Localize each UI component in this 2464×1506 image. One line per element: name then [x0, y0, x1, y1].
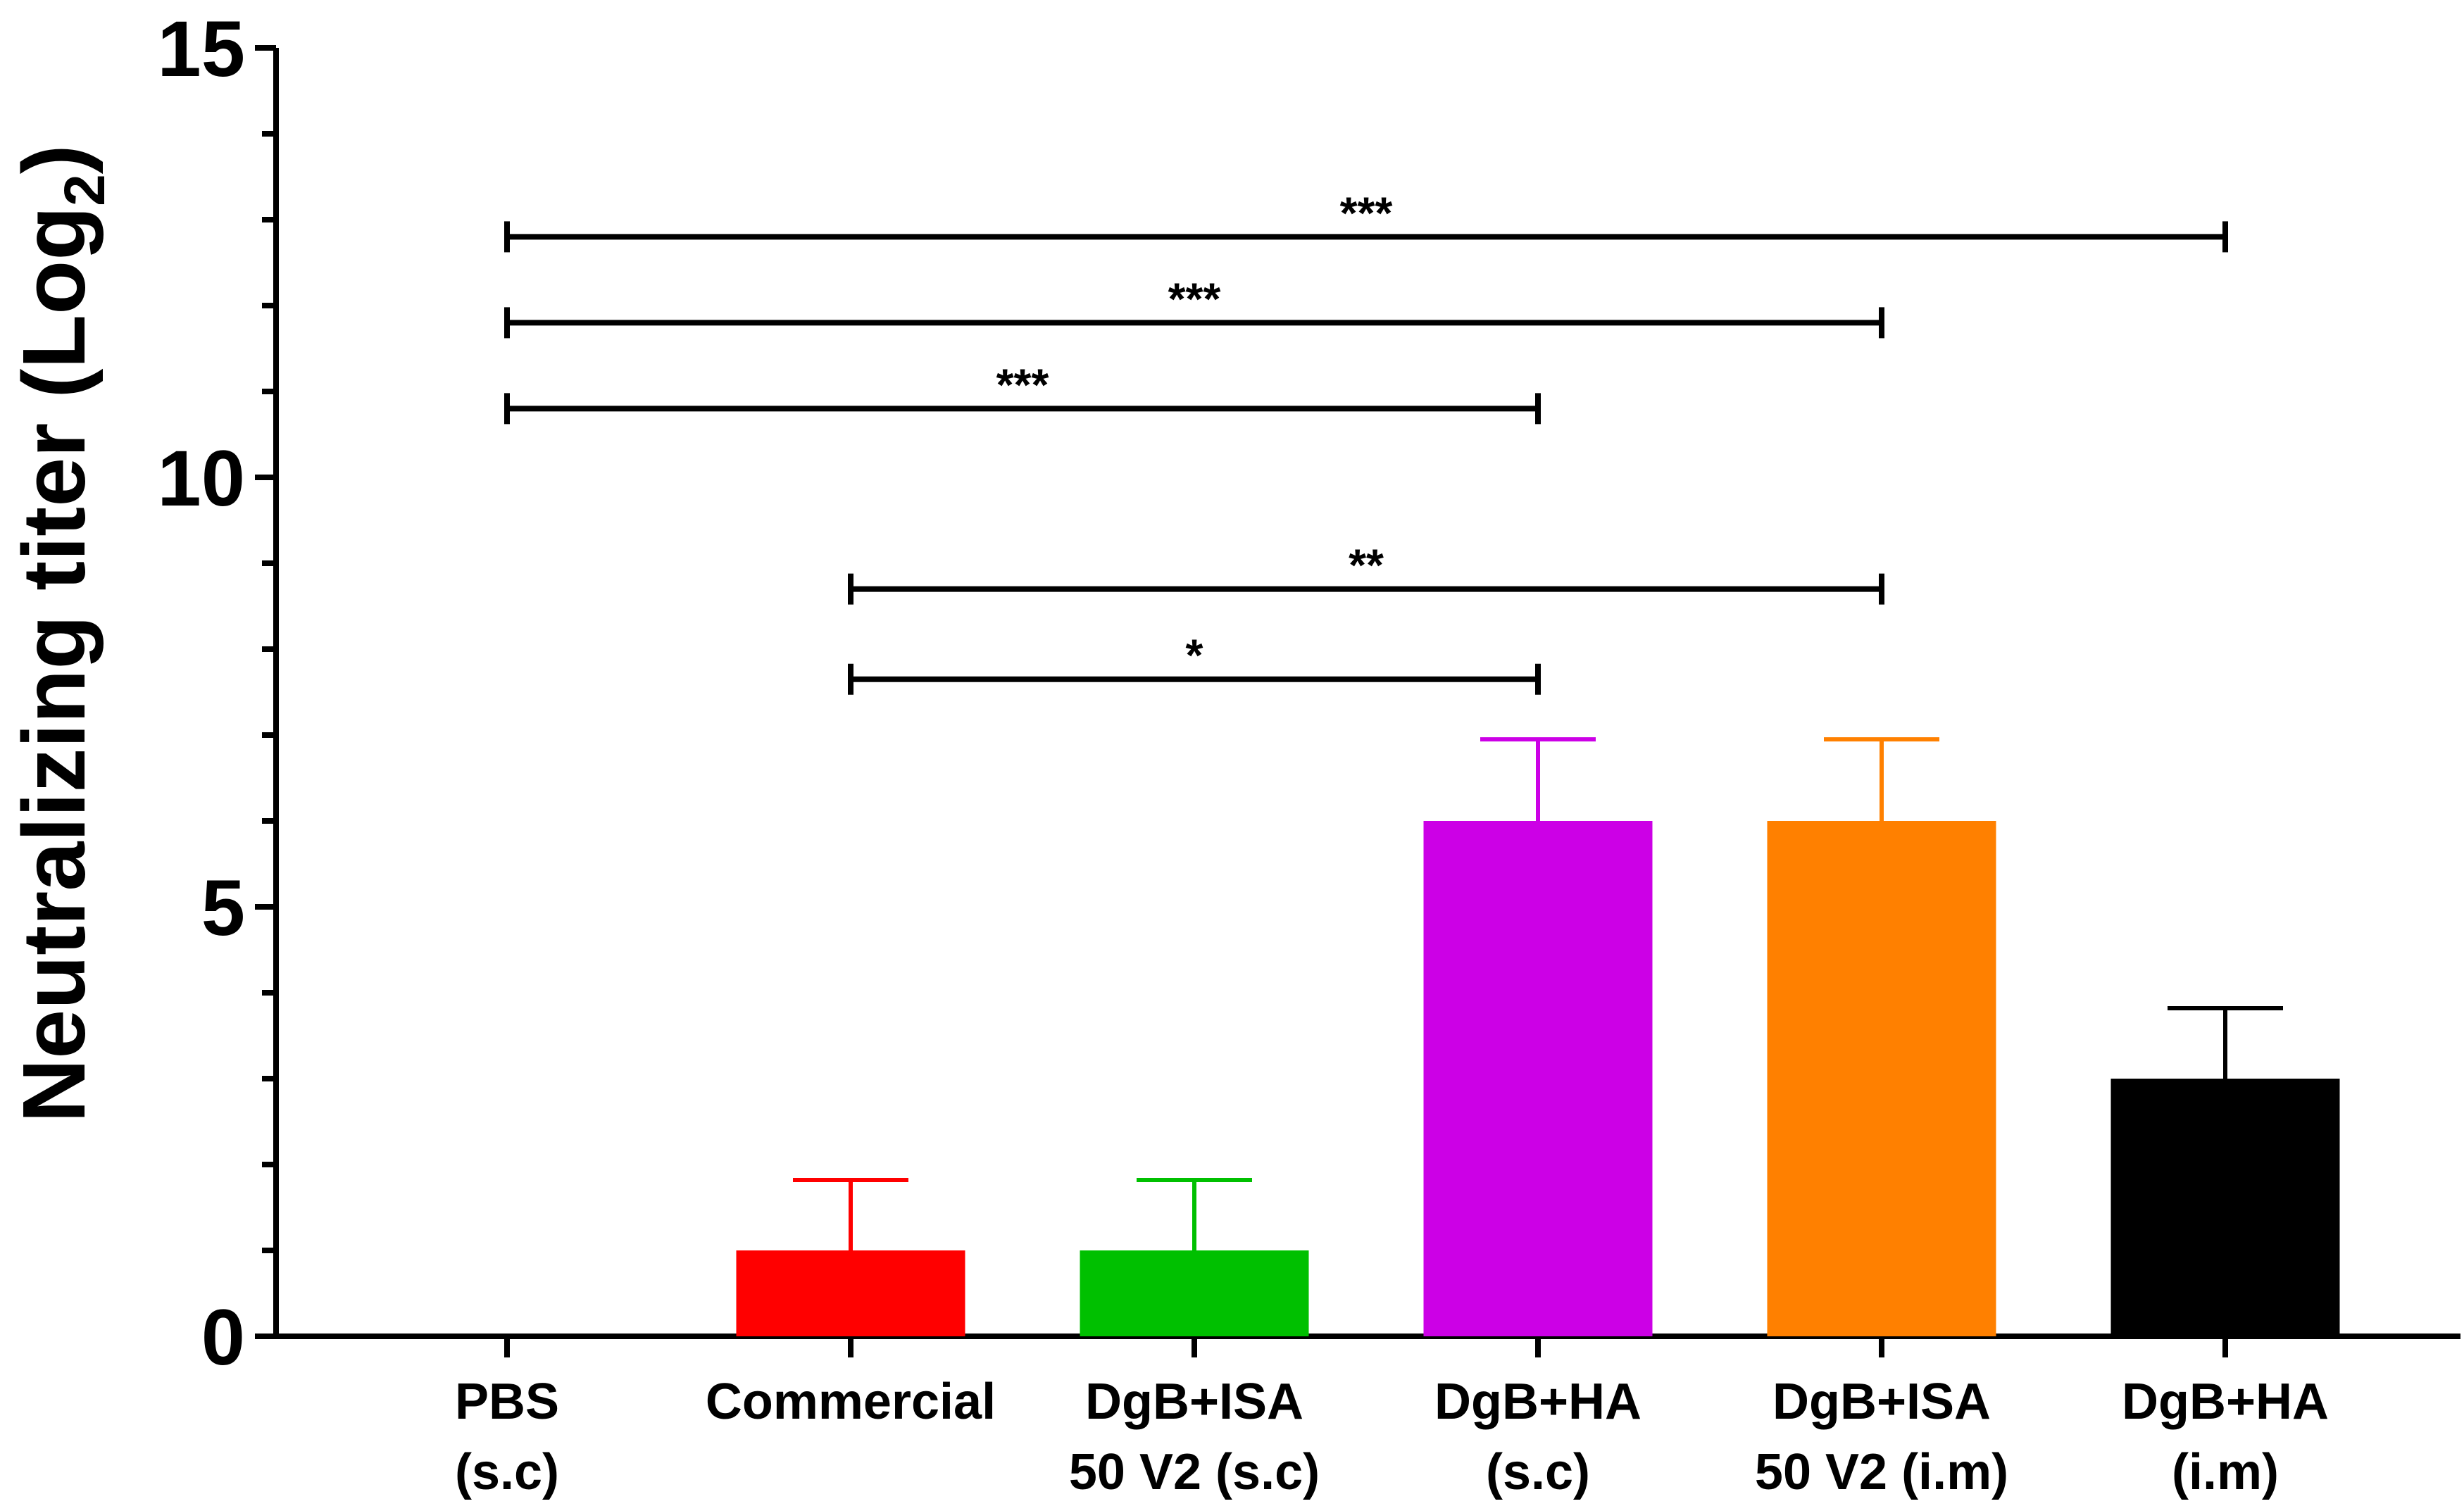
category-label-line: (s.c): [455, 1444, 559, 1500]
category-label-line: (s.c): [1486, 1444, 1590, 1500]
category-label-line: Commercial: [706, 1374, 996, 1430]
category-label-line: 50 V2 (i.m): [1755, 1444, 2008, 1500]
category-label: DgB+ISA 50 V2 (i.m): [1755, 1374, 2008, 1500]
y-axis-title-close: ): [4, 144, 104, 174]
bar: [2110, 1079, 2340, 1336]
significance-label: *: [1186, 630, 1203, 681]
category-label-line: DgB+ISA: [1772, 1374, 1991, 1430]
category-label: DgB+HA (i.m): [2122, 1374, 2329, 1500]
significance-label: ***: [1340, 187, 1393, 238]
y-tick-label: 0: [201, 1293, 245, 1381]
category-label-line: DgB+HA: [1434, 1374, 1641, 1430]
category-label: PBS (s.c): [455, 1374, 559, 1500]
bar: [736, 1250, 965, 1336]
bar: [1423, 821, 1653, 1336]
category-label: Commercial: [706, 1374, 996, 1430]
category-label: DgB+ISA 50 V2 (s.c): [1069, 1374, 1320, 1500]
bar: [1080, 1250, 1309, 1336]
significance-label: ***: [996, 359, 1049, 410]
y-tick-label: 10: [157, 434, 245, 522]
category-label: DgB+HA (s.c): [1434, 1374, 1641, 1500]
axes: 0 5 10 15: [157, 5, 2460, 1381]
error-bars: [793, 737, 2283, 1250]
y-axis-title-subscript: 2: [53, 174, 117, 206]
bar: [1767, 821, 1996, 1336]
category-label-line: PBS: [455, 1374, 559, 1430]
significance-brackets: ************: [504, 187, 2228, 695]
bars: [736, 821, 2340, 1336]
category-labels: PBS (s.c)Commercial DgB+ISA 50 V2 (s.c)DgB+…: [455, 1374, 2329, 1500]
category-label-line: DgB+HA: [2122, 1374, 2329, 1430]
significance-label: ***: [1168, 273, 1221, 324]
category-label-line: 50 V2 (s.c): [1069, 1444, 1320, 1500]
category-label-line: DgB+ISA: [1085, 1374, 1303, 1430]
y-axis-title: Neutralizing titer (Log2): [4, 144, 117, 1123]
y-tick-label: 5: [201, 864, 245, 952]
svg-text:Neutralizing titer (Log2): Neutralizing titer (Log2): [4, 144, 117, 1123]
y-tick-label: 15: [157, 5, 245, 93]
y-axis-title-main: Neutralizing titer (Log: [4, 206, 104, 1123]
category-label-line: (i.m): [2172, 1444, 2279, 1500]
significance-label: **: [1349, 540, 1384, 591]
